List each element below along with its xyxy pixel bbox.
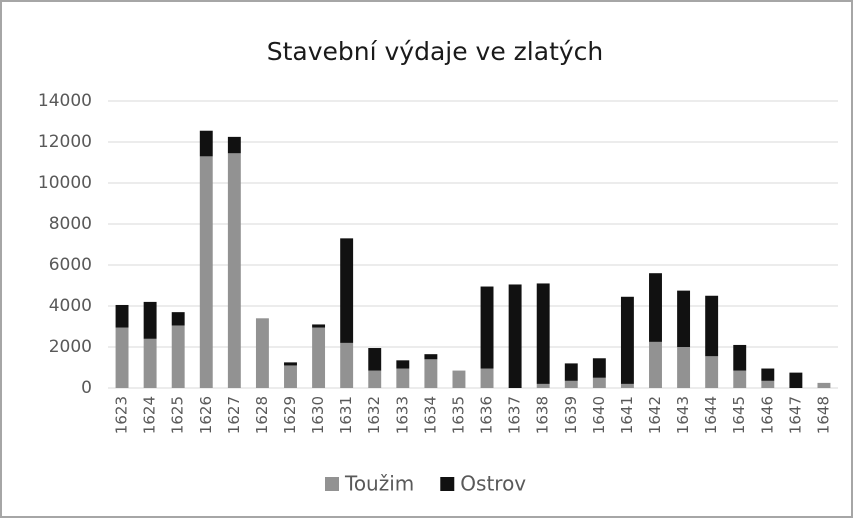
y-tick-label: 0	[81, 378, 92, 398]
x-tick-label: 1628	[253, 396, 271, 434]
x-tick-label: 1643	[674, 396, 692, 434]
bar-segment	[592, 358, 606, 378]
x-tick-label: 1639	[562, 396, 580, 434]
bar-segment	[340, 238, 354, 343]
bar-segment	[115, 327, 129, 388]
bar-segment	[424, 354, 438, 360]
bar-segment	[199, 156, 213, 388]
bar-segment	[255, 318, 269, 388]
x-tick-label: 1633	[393, 396, 411, 434]
bar-segment	[733, 344, 747, 371]
x-tick-label: 1635	[449, 396, 467, 434]
bar-segment	[789, 372, 803, 388]
bar-segment	[396, 360, 410, 369]
y-tick-label: 6000	[49, 255, 92, 275]
bar-segment	[620, 383, 634, 388]
bar-segment	[284, 365, 297, 388]
legend-label: Toužim	[344, 472, 414, 496]
legend-label: Ostrov	[460, 472, 526, 496]
bar-segment	[171, 312, 185, 326]
x-tick-label: 1630	[309, 396, 327, 434]
x-tick-label: 1626	[197, 396, 215, 434]
bar-segment	[312, 327, 326, 388]
x-tick-label: 1648	[814, 396, 832, 434]
bar-segment	[480, 286, 494, 369]
y-tick-label: 8000	[49, 214, 92, 234]
bar-segment	[368, 348, 382, 371]
x-tick-label: 1623	[113, 396, 131, 434]
x-tick-label: 1642	[646, 396, 664, 434]
y-tick-label: 4000	[49, 296, 92, 316]
y-tick-label: 2000	[49, 337, 92, 357]
x-tick-label: 1645	[730, 396, 748, 434]
bar-segment	[761, 368, 775, 381]
bar-segment	[649, 341, 662, 388]
bar-segment	[312, 324, 326, 328]
bar-segment	[649, 273, 662, 342]
x-tick-label: 1644	[702, 396, 720, 434]
bar-segment	[227, 153, 241, 388]
x-tick-label: 1634	[421, 396, 439, 434]
bar-segment	[817, 382, 831, 388]
y-tick-label: 12000	[38, 132, 92, 152]
bar-segment	[199, 130, 213, 157]
bar-segment	[564, 363, 578, 381]
bar-segment	[340, 342, 354, 388]
bar-segment	[368, 370, 382, 388]
bar-segment	[143, 338, 157, 388]
bar-segment	[592, 377, 606, 388]
y-tick-label: 10000	[38, 173, 92, 193]
bar-segment	[536, 283, 550, 384]
bar-segment	[227, 136, 241, 154]
x-tick-label: 1640	[590, 396, 608, 434]
bar-segment	[620, 296, 634, 384]
x-tick-label: 1629	[281, 396, 299, 434]
bar-segment	[508, 284, 522, 388]
y-tick-label: 14000	[38, 91, 92, 111]
bar-segment	[396, 368, 410, 388]
bar-segment	[480, 368, 494, 388]
bar-segment	[284, 362, 297, 366]
x-tick-label: 1641	[618, 396, 636, 434]
chart-title: Stavební výdaje ve zlatých	[267, 37, 604, 66]
bar-segment	[452, 370, 466, 388]
bar-segment	[761, 380, 775, 388]
bar-segment	[705, 356, 719, 388]
x-tick-label: 1627	[225, 396, 243, 434]
bar-segment	[115, 304, 129, 328]
bar-segment	[564, 380, 578, 388]
x-tick-label: 1632	[365, 396, 383, 434]
x-tick-label: 1647	[786, 396, 804, 434]
x-tick-label: 1638	[534, 396, 552, 434]
bar-segment	[424, 359, 438, 388]
x-tick-label: 1637	[506, 396, 524, 434]
bar-segment	[536, 383, 550, 388]
x-tick-label: 1646	[758, 396, 776, 434]
x-tick-label: 1631	[337, 396, 355, 434]
x-tick-label: 1624	[141, 396, 159, 434]
bar-segment	[677, 347, 691, 388]
bar-segment	[705, 295, 719, 357]
bar-segment	[677, 290, 691, 347]
legend-swatch	[440, 477, 455, 491]
bar-segment	[143, 301, 157, 339]
legend-swatch	[325, 477, 339, 491]
x-tick-label: 1625	[169, 396, 187, 434]
x-tick-label: 1636	[478, 396, 496, 434]
bar-segment	[171, 325, 185, 388]
bar-segment	[733, 370, 747, 388]
